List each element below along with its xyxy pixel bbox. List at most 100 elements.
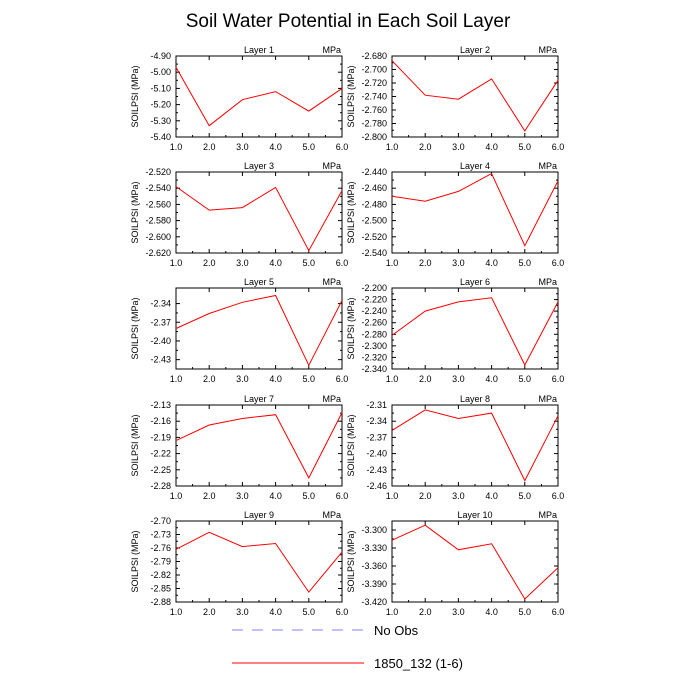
x-tick-label: 4.0 xyxy=(269,142,282,152)
y-tick-label: -2.79 xyxy=(150,557,171,567)
y-axis-label: SOILPSI (MPa) xyxy=(130,530,140,592)
x-tick-label: 4.0 xyxy=(485,258,498,268)
x-tick-label: 1.0 xyxy=(170,142,183,152)
x-tick-label: 5.0 xyxy=(303,142,316,152)
y-tick-label: -2.500 xyxy=(361,216,387,226)
chart-panel: 1.0 2.0 3.0 4.0 5.0 6.0 -2.440 -2.460 -2.480 -2.5… xyxy=(346,161,564,268)
x-tick-label: 1.0 xyxy=(386,142,399,152)
x-tick-label: 4.0 xyxy=(269,258,282,268)
x-tick-label: 6.0 xyxy=(336,142,349,152)
x-tick-label: 5.0 xyxy=(519,374,532,384)
x-tick-label: 2.0 xyxy=(419,607,432,617)
x-tick-label: 6.0 xyxy=(552,607,565,617)
y-tick-label: -2.85 xyxy=(150,584,171,594)
y-tick-label: -2.540 xyxy=(145,183,171,193)
x-tick-label: 6.0 xyxy=(552,491,565,501)
plot-frame xyxy=(175,520,343,603)
legend-series-label: 1850_132 (1-6) xyxy=(374,656,463,671)
x-tick-label: 2.0 xyxy=(203,258,216,268)
chart-panel: 1.0 2.0 3.0 4.0 5.0 6.0 -2.13 -2.16 -2.19 -2.22 -2… xyxy=(130,394,348,501)
y-tick-label: -2.46 xyxy=(366,481,387,491)
y-axis-label: SOILPSI (MPa) xyxy=(346,181,356,243)
x-tick-label: 6.0 xyxy=(552,258,565,268)
x-tick-label: 4.0 xyxy=(485,491,498,501)
chart-panel: 1.0 2.0 3.0 4.0 5.0 6.0 -2.200 -2.220-2.240 -2.2… xyxy=(346,277,564,384)
x-tick-label: 6.0 xyxy=(336,258,349,268)
y-tick-label: -2.520 xyxy=(361,232,387,242)
chart-panel: 1.0 2.0 3.0 4.0 5.0 6.0 -4.90 -5.00 -5.10 -5.20 -5… xyxy=(130,45,348,152)
series-line xyxy=(391,297,559,367)
x-tick-label: 5.0 xyxy=(303,374,316,384)
plot-frame xyxy=(175,171,343,254)
y-tick-label: -2.31 xyxy=(366,400,387,410)
y-tick-label: -2.43 xyxy=(366,465,387,475)
y-tick-label: -5.20 xyxy=(150,100,171,110)
series-line xyxy=(391,172,559,247)
legend-no-obs-label: No Obs xyxy=(374,623,419,638)
x-tick-label: 4.0 xyxy=(269,607,282,617)
unit-label: MPa xyxy=(538,394,557,404)
y-tick-label: -3.330 xyxy=(361,543,387,553)
y-tick-label: -2.280 xyxy=(361,329,387,339)
y-tick-label: -2.620 xyxy=(145,248,171,258)
y-tick-label: -2.73 xyxy=(150,530,171,540)
y-tick-label: -2.700 xyxy=(361,65,387,75)
y-tick-label: -2.780 xyxy=(361,119,387,129)
x-tick-label: 1.0 xyxy=(170,258,183,268)
y-tick-label: -2.720 xyxy=(361,78,387,88)
panel-title: Layer 1 xyxy=(244,45,274,55)
x-tick-label: 3.0 xyxy=(452,258,465,268)
y-tick-label: -2.70 xyxy=(150,516,171,526)
x-tick-label: 2.0 xyxy=(419,491,432,501)
y-tick-label: -5.40 xyxy=(150,132,171,142)
x-tick-label: 4.0 xyxy=(269,491,282,501)
y-tick-label: -2.440 xyxy=(361,167,387,177)
x-tick-label: 3.0 xyxy=(236,607,249,617)
y-tick-label: -2.300 xyxy=(361,341,387,351)
y-tick-label: -2.37 xyxy=(366,432,387,442)
x-tick-label: 3.0 xyxy=(452,374,465,384)
y-tick-label: -2.580 xyxy=(145,216,171,226)
y-tick-label: -2.480 xyxy=(361,199,387,209)
y-tick-label: -2.34 xyxy=(366,416,387,426)
unit-label: MPa xyxy=(538,161,557,171)
y-tick-label: -2.800 xyxy=(361,132,387,142)
y-tick-label: -2.76 xyxy=(150,543,171,553)
chart-panel: 1.0 2.0 3.0 4.0 5.0 6.0 -2.34 -2.37 -2.40 -2.43 SO… xyxy=(130,277,348,384)
series-line xyxy=(391,524,559,600)
y-tick-label: -2.200 xyxy=(361,283,387,293)
y-tick-label: -2.34 xyxy=(150,299,171,309)
x-tick-label: 5.0 xyxy=(519,258,532,268)
y-axis-label: SOILPSI (MPa) xyxy=(130,65,140,127)
y-tick-label: -2.460 xyxy=(361,183,387,193)
y-tick-label: -5.00 xyxy=(150,67,171,77)
x-tick-label: 1.0 xyxy=(386,258,399,268)
series-line xyxy=(175,67,343,127)
panel-title: Layer 7 xyxy=(244,394,274,404)
panel-title: Layer 8 xyxy=(460,394,490,404)
x-tick-label: 2.0 xyxy=(203,491,216,501)
y-tick-label: -2.260 xyxy=(361,318,387,328)
x-tick-label: 4.0 xyxy=(269,374,282,384)
y-tick-label: -2.88 xyxy=(150,597,171,607)
y-tick-label: -5.10 xyxy=(150,83,171,93)
x-tick-label: 2.0 xyxy=(419,258,432,268)
series-line xyxy=(175,294,343,367)
x-tick-label: 3.0 xyxy=(236,258,249,268)
x-tick-label: 4.0 xyxy=(485,374,498,384)
y-tick-label: -2.82 xyxy=(150,570,171,580)
chart-panel: 1.0 2.0 3.0 4.0 5.0 6.0 -2.520 -2.540 -2.560 -2.5… xyxy=(130,161,348,268)
plot-frame xyxy=(175,404,343,487)
x-tick-label: 3.0 xyxy=(236,374,249,384)
y-tick-label: -5.30 xyxy=(150,116,171,126)
plot-frame xyxy=(391,520,559,603)
x-tick-label: 6.0 xyxy=(336,374,349,384)
y-tick-label: -2.340 xyxy=(361,364,387,374)
y-axis-label: SOILPSI (MPa) xyxy=(346,297,356,359)
x-tick-label: 3.0 xyxy=(452,142,465,152)
x-tick-label: 5.0 xyxy=(519,607,532,617)
x-tick-label: 6.0 xyxy=(552,374,565,384)
plot-frame xyxy=(391,55,559,138)
series-line xyxy=(391,60,559,132)
